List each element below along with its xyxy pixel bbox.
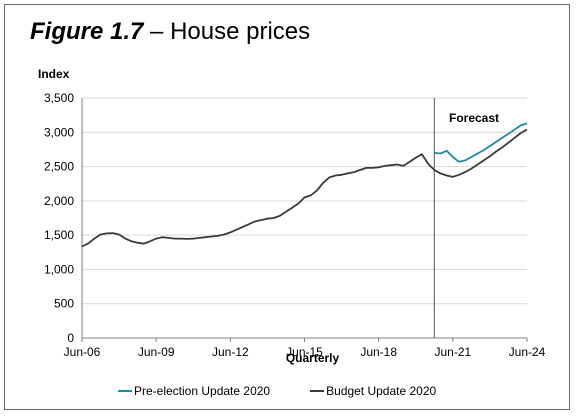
x-tick-label: Jun-15 xyxy=(286,345,323,359)
x-tick-label: Jun-12 xyxy=(212,345,249,359)
legend-label-budget: Budget Update 2020 xyxy=(326,384,437,398)
chart-frame xyxy=(4,4,570,410)
series-line-budget xyxy=(81,128,528,248)
series-line-pre-election xyxy=(434,122,528,163)
gridlines xyxy=(82,97,527,305)
x-tick-label: Jun-06 xyxy=(64,345,101,359)
legend-label-pre-election: Pre-election Update 2020 xyxy=(134,384,271,398)
x-tick-label: Jun-24 xyxy=(509,345,546,359)
forecast-label: Forecast xyxy=(449,111,499,125)
y-tick-label: 500 xyxy=(54,297,74,311)
x-tick-label: Jun-18 xyxy=(360,345,397,359)
legend: Pre-election Update 2020 Budget Update 2… xyxy=(118,384,436,398)
legend-swatch-pre-election xyxy=(118,390,132,392)
x-axis-title: Quarterly xyxy=(286,351,340,365)
title-text: House prices xyxy=(170,18,311,45)
legend-item-budget: Budget Update 2020 xyxy=(310,384,436,398)
legend-item-pre-election: Pre-election Update 2020 xyxy=(118,384,270,398)
series-lines xyxy=(81,122,528,248)
y-tick-labels: 0 500 1,000 1,500 2,000 2,500 3,000 3,500 xyxy=(44,91,74,345)
legend-swatch-budget xyxy=(310,390,325,392)
y-tick-label: 1,000 xyxy=(44,262,74,276)
y-tick-label: 2,500 xyxy=(44,160,74,174)
axes xyxy=(81,98,527,339)
figure-number: Figure 1.7 xyxy=(30,18,144,45)
y-tick-label: 2,000 xyxy=(44,194,74,208)
y-tick-label: 3,000 xyxy=(44,125,74,139)
x-tick-label: Jun-09 xyxy=(138,345,175,359)
x-tick-label: Jun-21 xyxy=(434,345,471,359)
chart-title: Figure 1.7 – House prices xyxy=(30,18,310,46)
y-axis-title: Index xyxy=(38,67,70,81)
x-tick-labels: Jun-06 Jun-09 Jun-12 Jun-15 Jun-18 Jun-21 Jun-… xyxy=(64,338,546,359)
y-tick-label: 3,500 xyxy=(44,91,74,105)
y-tick-label: 0 xyxy=(67,331,74,345)
title-dash: – xyxy=(150,18,164,45)
y-tick-label: 1,500 xyxy=(44,228,74,242)
